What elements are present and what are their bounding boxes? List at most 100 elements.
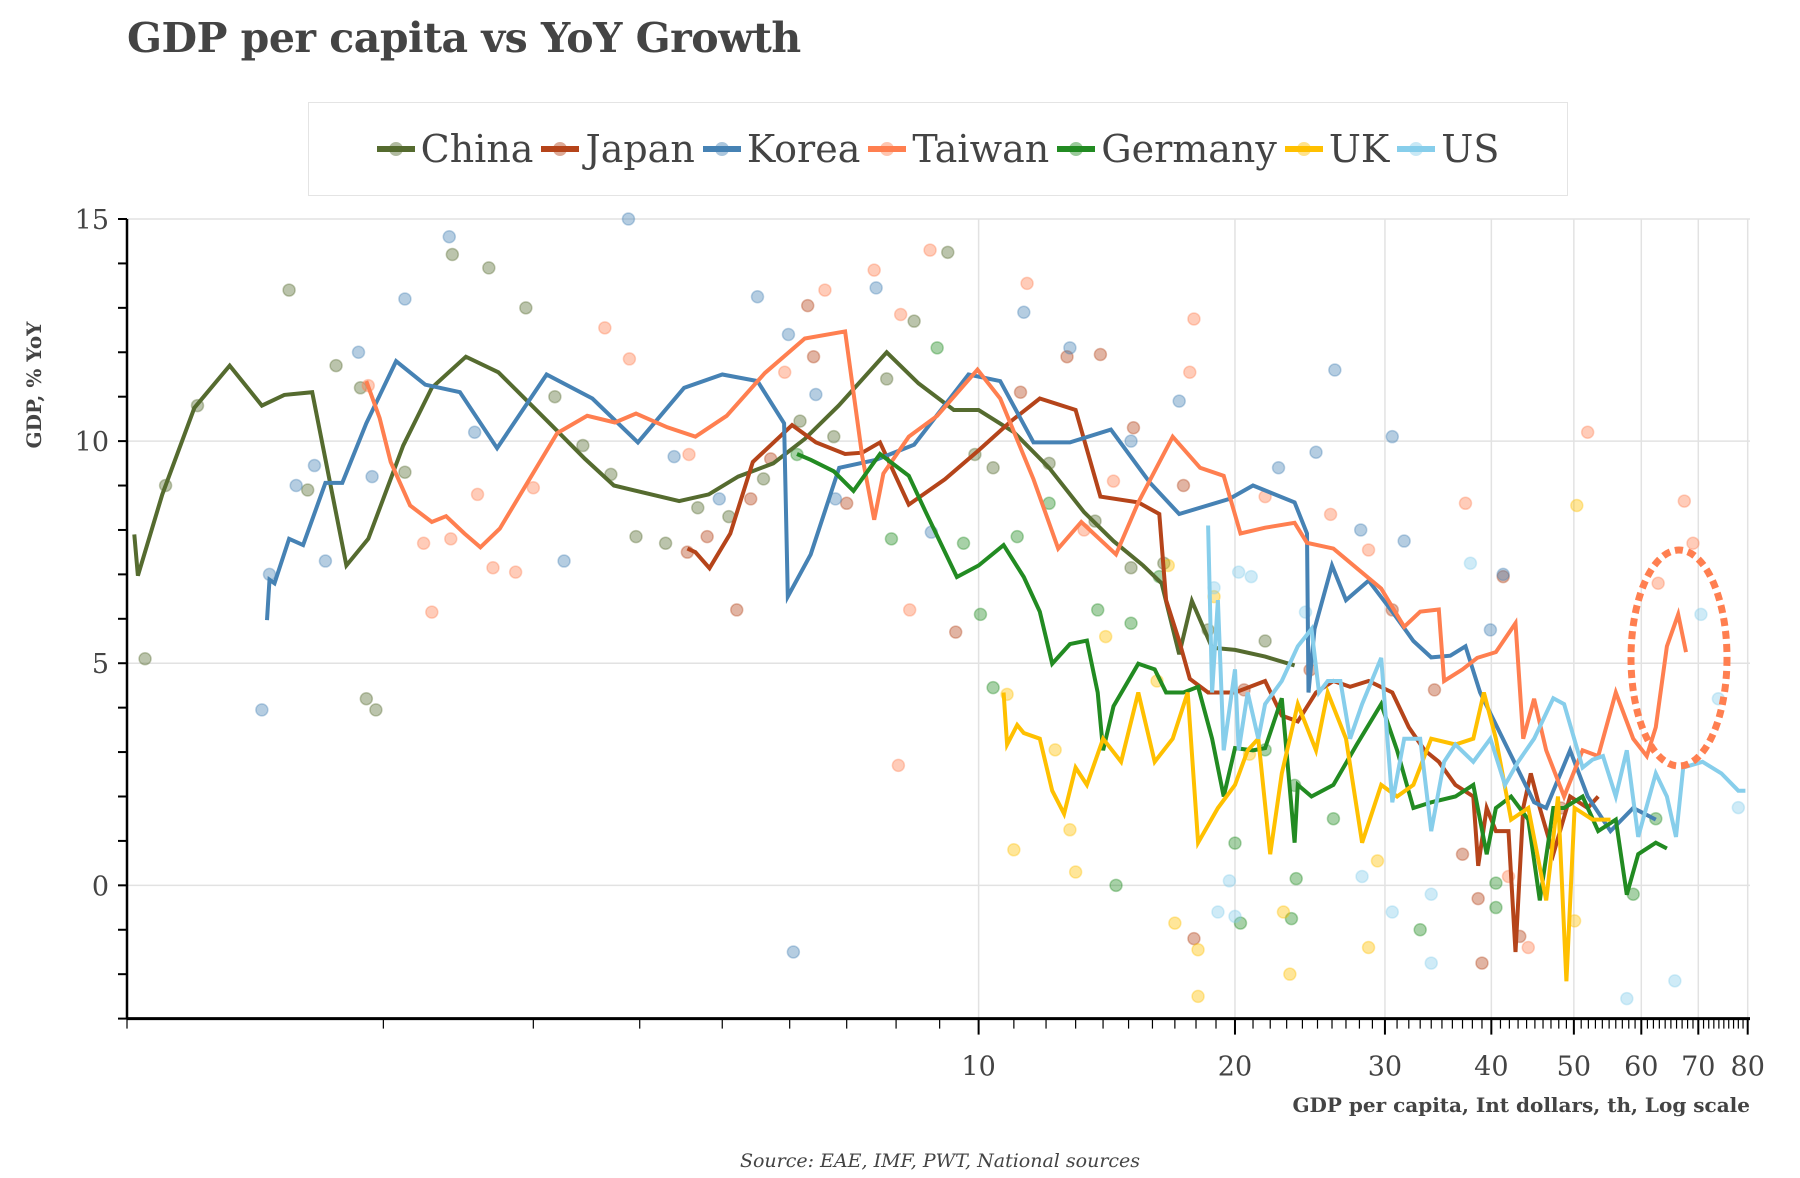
data-point-china	[986, 461, 1000, 475]
data-point-taiwan	[526, 481, 541, 495]
data-point-us	[1731, 800, 1746, 815]
legend-label: Korea	[746, 127, 861, 171]
legend-item-korea[interactable]: Korea	[702, 127, 861, 171]
chart-title: GDP per capita vs YoY Growth	[127, 14, 801, 62]
data-point-taiwan	[622, 352, 637, 366]
data-point-japan	[1496, 569, 1510, 584]
x-tick-label: 60	[1624, 1052, 1658, 1083]
data-point-korea	[1483, 623, 1498, 637]
data-point-uk	[1098, 629, 1113, 644]
legend-marker-icon	[702, 134, 741, 164]
legend: China Japan Korea Taiwan Germany UK US	[308, 102, 1568, 196]
data-point-us	[1668, 974, 1682, 988]
legend-item-taiwan[interactable]: Taiwan	[868, 127, 1049, 171]
legend-item-germany[interactable]: Germany	[1057, 127, 1277, 171]
x-tick-label: 10	[961, 1052, 995, 1083]
data-point-korea	[667, 449, 681, 464]
data-point-taiwan	[1361, 543, 1376, 557]
data-point-germany	[1010, 529, 1024, 544]
x-tick-label: 40	[1474, 1052, 1508, 1083]
legend-item-uk[interactable]: UK	[1284, 127, 1389, 171]
data-point-korea	[781, 327, 796, 342]
data-point-korea	[712, 492, 727, 506]
data-point-japan	[806, 349, 821, 364]
data-point-us	[1385, 905, 1400, 919]
data-point-japan	[1471, 891, 1485, 906]
data-point-uk	[1191, 989, 1205, 1004]
series-line-japan	[686, 396, 1600, 953]
data-point-germany	[973, 607, 988, 622]
legend-item-china[interactable]: China	[376, 127, 534, 171]
legend-marker-icon	[541, 134, 580, 164]
data-point-germany	[1109, 878, 1123, 893]
data-point-korea	[557, 554, 571, 568]
data-point-us	[1424, 956, 1438, 970]
legend-marker-icon	[868, 134, 907, 164]
data-point-us	[1222, 874, 1237, 888]
data-point-germany	[1289, 871, 1303, 886]
y-tick-label: 15	[75, 205, 109, 236]
data-point-china	[282, 283, 296, 297]
data-point-us	[1694, 607, 1708, 622]
data-point-korea	[1385, 429, 1400, 444]
data-point-china	[138, 652, 152, 666]
data-point-korea	[1353, 523, 1368, 537]
data-point-japan	[700, 529, 714, 544]
data-point-uk	[1063, 823, 1077, 837]
data-point-japan	[1475, 956, 1489, 970]
data-point-korea	[442, 230, 456, 244]
series-line-uk	[1001, 685, 1611, 982]
data-point-china	[369, 703, 383, 717]
data-point-us	[1620, 991, 1634, 1006]
data-point-korea	[750, 289, 765, 304]
data-point-japan	[1126, 421, 1141, 435]
x-tick-label: 50	[1557, 1052, 1591, 1083]
data-point-korea	[307, 458, 322, 473]
data-point-china	[353, 381, 368, 395]
data-point-taiwan	[1323, 507, 1338, 522]
x-tick-label: 80	[1731, 1052, 1765, 1083]
legend-item-japan[interactable]: Japan	[541, 127, 695, 171]
data-point-japan	[839, 496, 854, 511]
legend-item-us[interactable]: US	[1397, 127, 1499, 171]
data-point-taiwan	[818, 283, 832, 297]
data-point-taiwan	[1020, 276, 1034, 291]
data-point-taiwan	[1183, 365, 1197, 380]
data-point-japan	[800, 298, 815, 313]
data-point-germany	[1090, 603, 1105, 617]
data-point-korea	[351, 345, 366, 360]
series-line-china	[132, 349, 1296, 668]
y-tick-label: 0	[92, 871, 109, 902]
data-point-korea	[318, 554, 333, 568]
data-point-japan	[1187, 931, 1201, 946]
data-point-japan	[1176, 478, 1191, 493]
data-point-taiwan	[486, 560, 500, 575]
x-axis-title: GDP per capita, Int dollars, th, Log sca…	[1292, 1093, 1750, 1117]
data-point-japan	[948, 625, 963, 639]
data-point-uk	[1370, 854, 1385, 868]
data-point-korea	[467, 425, 482, 439]
legend-label: China	[420, 127, 534, 171]
data-point-taiwan	[1521, 940, 1536, 955]
series-line-us	[1206, 525, 1746, 838]
data-point-taiwan	[867, 263, 881, 277]
y-tick-label: 10	[75, 427, 109, 458]
gridlines	[127, 218, 1750, 1019]
data-point-germany	[956, 536, 971, 551]
series-line-korea	[265, 358, 1657, 835]
data-point-taiwan	[416, 536, 431, 551]
data-point-japan	[1060, 349, 1074, 364]
data-point-china	[445, 247, 460, 262]
data-point-china	[300, 483, 315, 497]
axes: 0 5 10 15 10 20 30 40 50 60 70 80	[75, 205, 1765, 1083]
data-point-china	[793, 414, 807, 428]
data-point-germany	[884, 532, 899, 546]
data-point-taiwan	[1106, 474, 1121, 488]
data-point-taiwan	[425, 605, 439, 619]
data-point-uk	[1283, 967, 1297, 981]
data-point-germany	[1124, 616, 1138, 630]
data-point-uk	[1361, 940, 1376, 955]
legend-marker-icon	[1057, 134, 1096, 164]
legend-label: Taiwan	[912, 127, 1050, 171]
data-point-china	[548, 389, 562, 404]
